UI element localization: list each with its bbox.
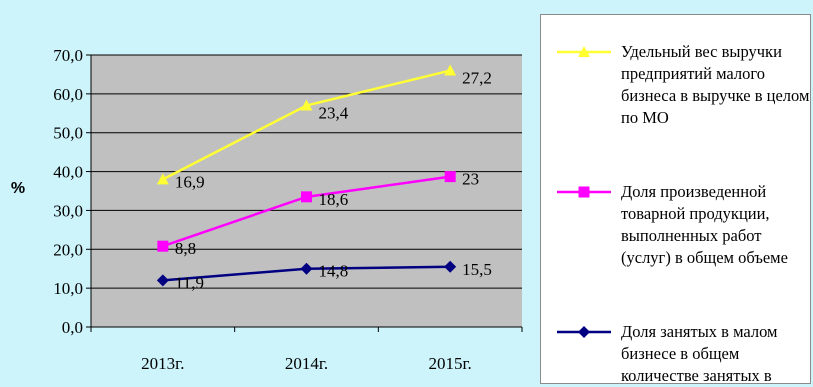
data-point-square (157, 240, 169, 252)
y-tick-label: 70,0 (53, 46, 83, 65)
x-tick-label: 2014г. (285, 354, 328, 372)
data-point-diamond (300, 262, 313, 275)
y-tick-label: 0,0 (62, 318, 83, 337)
data-point-square (444, 171, 456, 183)
y-tick-label: 30,0 (53, 201, 83, 220)
data-point-triangle (156, 173, 169, 185)
data-point-diamond (156, 274, 169, 287)
legend-key-square-icon (557, 186, 611, 198)
data-label: 15,5 (462, 260, 492, 279)
y-tick-label: 10,0 (53, 279, 83, 298)
data-label: 16,9 (175, 172, 205, 191)
y-tick-label: 50,0 (53, 124, 83, 143)
y-tick-label: 60,0 (53, 85, 83, 104)
line-chart: 0,0 10,0 20,0 30,0 40,0 50,0 60,0 70,0 2013г. 201… (11, 46, 523, 372)
data-point-square (301, 191, 312, 203)
data-label: 23,4 (319, 104, 349, 123)
legend-label-series-2: Доля произведенной товарной продукции, в… (621, 182, 788, 267)
data-label: 27,2 (462, 69, 492, 88)
y-axis-label: % (11, 180, 25, 197)
x-tick-label: 2013г. (141, 354, 184, 372)
data-point-triangle (300, 99, 313, 111)
legend-key-diamond-icon (557, 326, 611, 338)
y-tick-label: 20,0 (53, 240, 83, 259)
data-label: 14,8 (319, 262, 349, 281)
legend-key-triangle-icon (557, 46, 611, 57)
plot-area (91, 55, 522, 327)
data-label: 8,8 (175, 239, 196, 258)
chart-legend: Удельный вес выручки предприятий малого … (540, 14, 811, 385)
data-label: 23 (462, 170, 479, 189)
data-label: 11,9 (175, 273, 204, 292)
legend-label-series-3: Доля занятых в малом бизнесе в общем кол… (621, 322, 778, 385)
data-point-diamond (444, 260, 457, 273)
x-tick-label: 2015г. (429, 354, 472, 372)
data-label: 18,6 (319, 190, 349, 209)
legend-label-series-1: Удельный вес выручки предприятий малого … (621, 42, 810, 127)
y-tick-label: 40,0 (53, 163, 83, 182)
data-point-triangle (444, 64, 457, 76)
